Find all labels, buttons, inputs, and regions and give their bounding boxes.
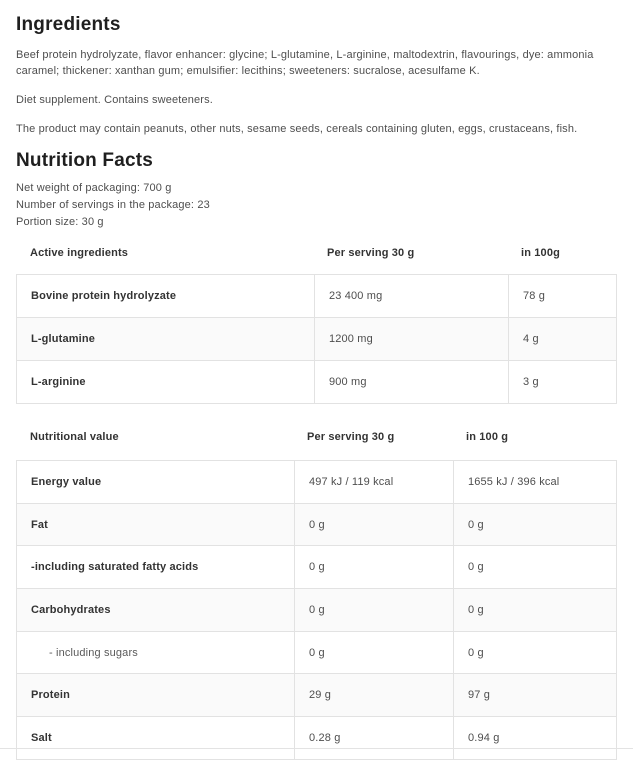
table-body: Energy value 497 kJ / 119 kcal 1655 kJ / 3… — [16, 460, 617, 760]
cell-label: -including saturated fatty acids — [31, 561, 199, 574]
cell-per-100: 0.94 g — [453, 717, 618, 759]
table-header-cell: Active ingredients — [30, 247, 129, 259]
cell-label: Carbohydrates — [31, 603, 111, 616]
cell-label: L-glutamine — [31, 333, 95, 345]
cell-per-serving: 0 g — [294, 589, 453, 631]
cell-per-100: 0 g — [453, 503, 618, 546]
package-info: Net weight of packaging: 700 g Number of … — [16, 180, 617, 231]
ingredients-paragraphs: Beef protein hydrolyzate, flavor enhance… — [16, 47, 617, 137]
table-row: Salt 0.28 g 0.94 g — [17, 716, 616, 759]
cell-per-100: 0 g — [453, 589, 618, 631]
cell-per-serving: 0 g — [294, 503, 453, 546]
cell-label: L-arginine — [31, 376, 86, 388]
cell-per-100: 1655 kJ / 396 kcal — [453, 461, 618, 503]
table-row: Bovine protein hydrolyzate 23 400 mg 78 g — [17, 275, 616, 317]
table-row: Energy value 497 kJ / 119 kcal 1655 kJ / 3… — [17, 461, 616, 503]
active-ingredients-table: Active ingredients Per serving 30 g in 100… — [16, 245, 617, 404]
cell-label: Energy value — [31, 475, 102, 488]
table-header-row: Active ingredients Per serving 30 g in 100… — [16, 245, 617, 261]
cell-label: Protein — [31, 689, 70, 702]
ingredients-paragraph: The product may contain peanuts, other n… — [16, 123, 578, 135]
cell-per-serving: 29 g — [294, 674, 453, 717]
table-header-row: Nutritional value Per serving 30 g in 100 … — [16, 429, 617, 445]
cell-per-100: 78 g — [508, 275, 618, 317]
table-row: L-glutamine 1200 mg 4 g — [17, 317, 616, 360]
cell-per-serving: 0 g — [294, 546, 453, 589]
cell-per-100: 0 g — [453, 546, 618, 589]
package-info-line: Portion size: 30 g — [16, 216, 104, 228]
nutritional-value-table: Nutritional value Per serving 30 g in 100 … — [16, 429, 617, 760]
cell-per-100: 3 g — [508, 361, 618, 403]
table-header-cell: in 100g — [521, 247, 560, 259]
table-header-cell: Nutritional value — [30, 431, 119, 443]
table-header-cell: Per serving 30 g — [307, 431, 395, 443]
cell-per-serving: 497 kJ / 119 kcal — [294, 461, 453, 503]
cell-per-serving: 0 g — [294, 631, 453, 674]
table-header-cell: in 100 g — [466, 431, 509, 443]
cell-per-100: 0 g — [453, 631, 618, 674]
package-info-line: Net weight of packaging: 700 g — [16, 182, 172, 194]
ingredients-heading: Ingredients — [16, 14, 121, 35]
ingredients-paragraph: Diet supplement. Contains sweeteners. — [16, 94, 213, 106]
ingredients-paragraph: Beef protein hydrolyzate, flavor enhance… — [16, 49, 594, 77]
cell-label: Fat — [31, 518, 48, 531]
table-header-cell: Per serving 30 g — [327, 247, 415, 259]
nutrition-facts-heading: Nutrition Facts — [16, 150, 154, 171]
cell-label: Salt — [31, 731, 52, 744]
cell-label: Bovine protein hydrolyzate — [31, 290, 177, 302]
table-row: L-arginine 900 mg 3 g — [17, 360, 616, 403]
cell-per-serving: 23 400 mg — [314, 275, 508, 317]
package-info-line: Number of servings in the package: 23 — [16, 199, 210, 211]
table-row: Protein 29 g 97 g — [17, 673, 618, 717]
bottom-divider — [0, 748, 633, 749]
cell-per-serving: 1200 mg — [314, 318, 508, 360]
cell-per-100: 4 g — [508, 318, 618, 360]
cell-per-100: 97 g — [453, 674, 618, 717]
cell-per-serving: 900 mg — [314, 361, 508, 403]
cell-per-serving: 0.28 g — [294, 717, 453, 759]
cell-label: - including sugars — [49, 646, 138, 659]
